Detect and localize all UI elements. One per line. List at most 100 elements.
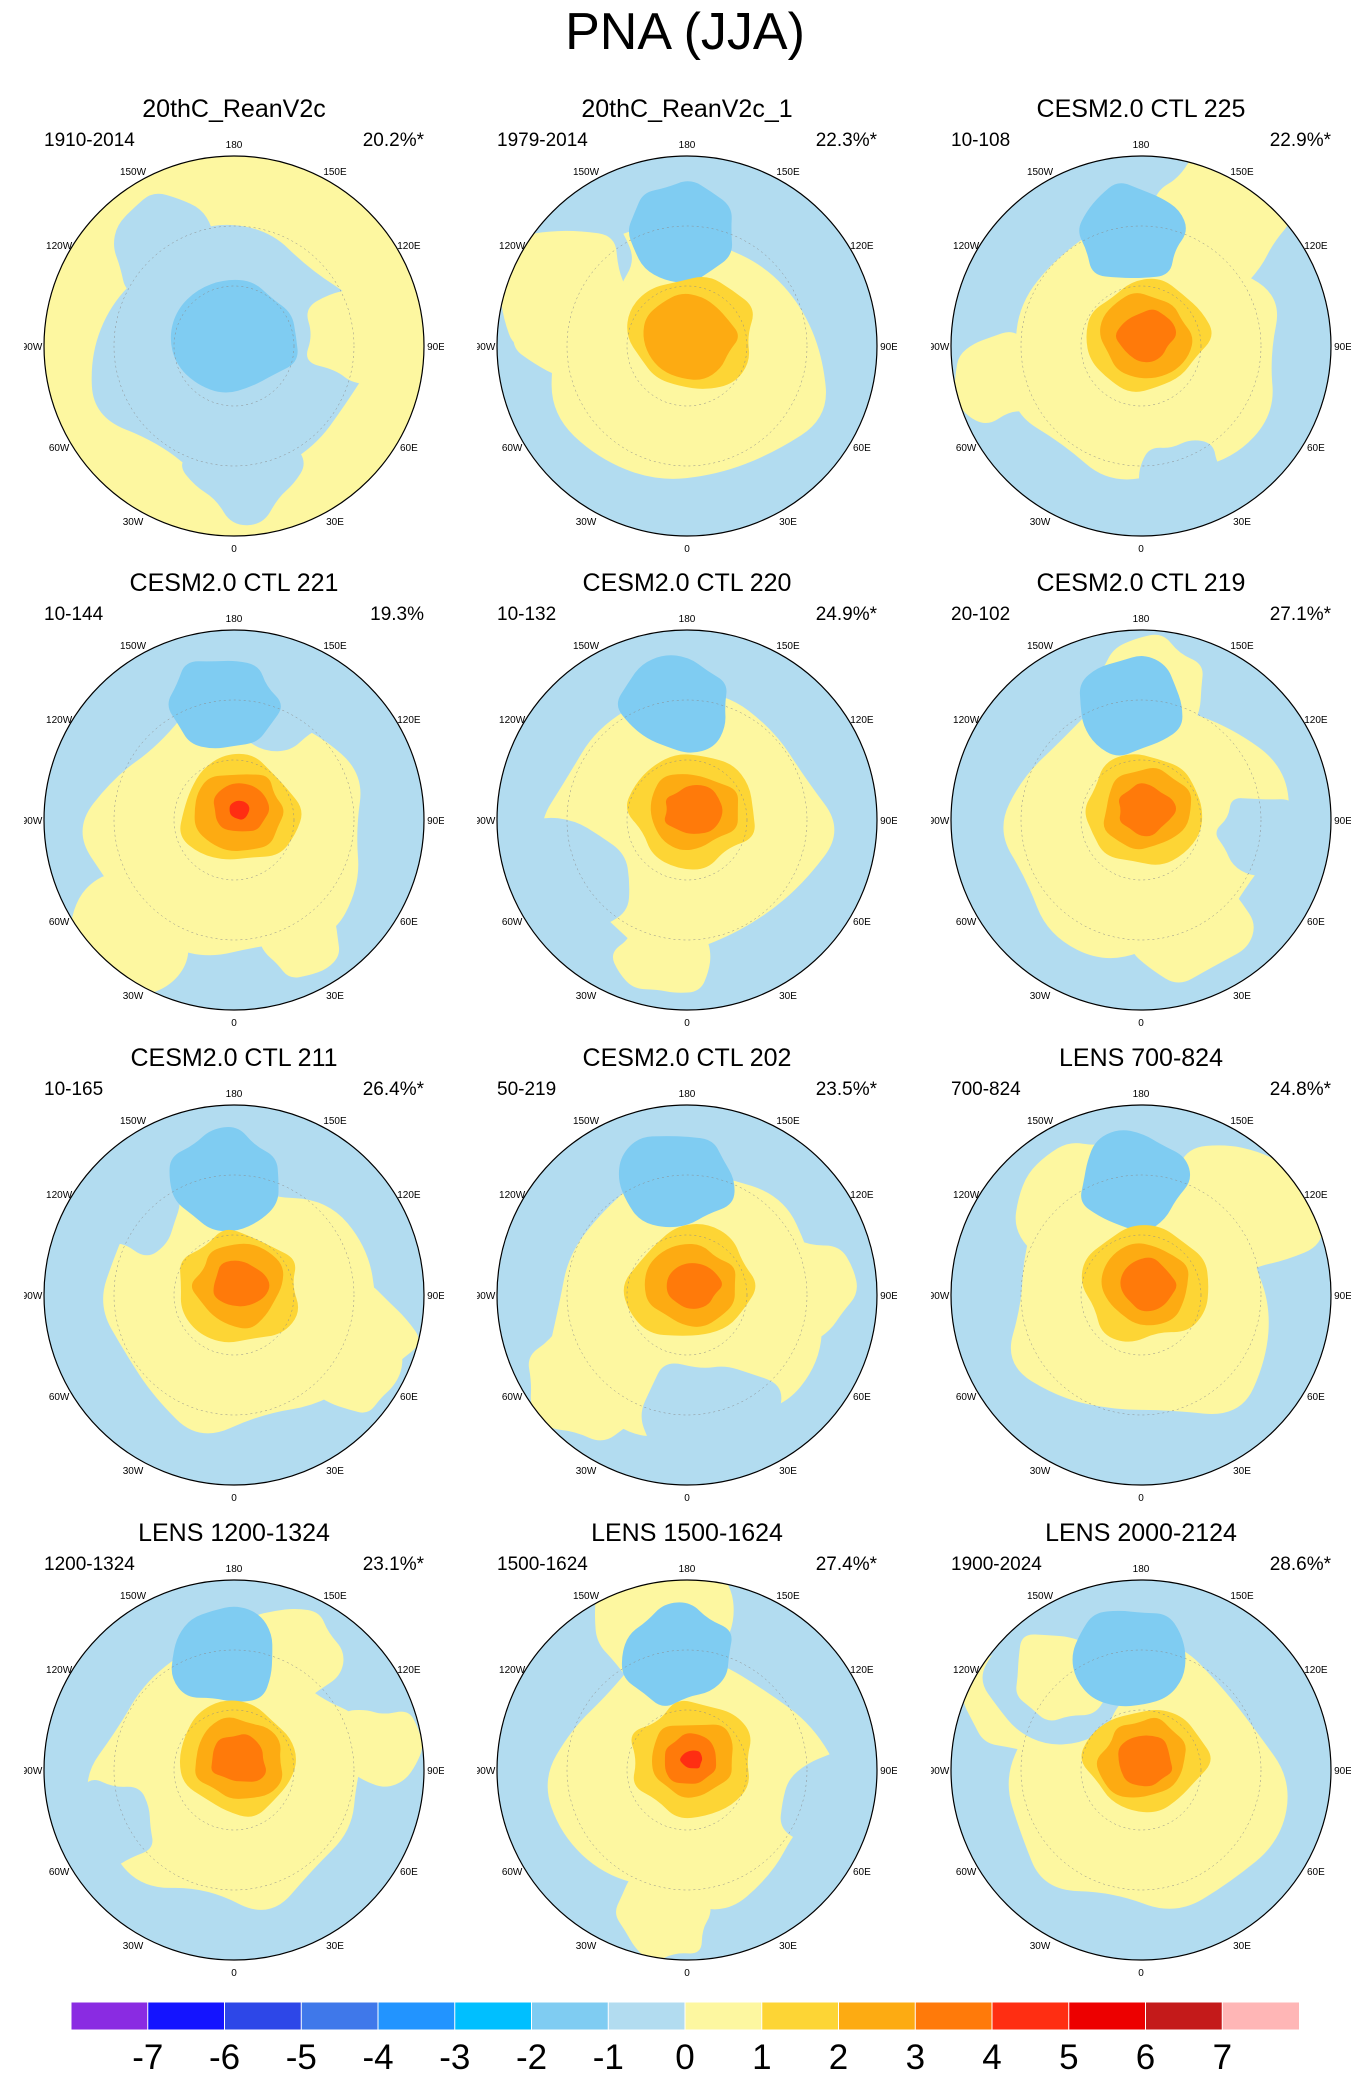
contour-patch [259,897,340,978]
contour-center [1120,1257,1177,1312]
longitude-label: 150W [573,167,600,178]
colorbar-label: 1 [752,2038,772,2077]
panel-title: LENS 1500-1624 [591,1519,783,1547]
colorbar-swatch [454,2002,533,2030]
panel-title: LENS 2000-2124 [1045,1519,1237,1547]
panel-period: 50-219 [497,1079,557,1100]
latitude-line [113,699,355,941]
longitude-label: 120E [397,241,421,252]
contour-lobe [1079,183,1186,279]
longitude-label: 30E [779,991,797,1002]
longitude-label: 120W [953,241,980,252]
longitude-label: 150W [573,1116,600,1127]
longitude-label: 30W [1030,517,1051,528]
contour-patch [616,1869,711,1960]
longitude-label: 150E [1230,1591,1254,1602]
colorbar-swatch [684,2002,763,2030]
colorbar-swatch [991,2002,1070,2030]
longitude-label: 60W [49,917,70,928]
longitude-label: 150E [323,167,347,178]
colorbar-swatch [377,2002,456,2030]
colorbar-swatch [607,2002,686,2030]
colorbar-swatch [914,2002,993,2030]
panel-variance: 27.1%* [1269,604,1331,625]
panel-title: LENS 700-824 [1058,1044,1223,1072]
latitude-line [113,225,355,467]
longitude-label: 120E [1304,715,1328,726]
colorbar-swatch [761,2002,840,2030]
latitude-line [173,759,295,881]
longitude-label: 180 [226,614,243,625]
longitude-label: 120W [46,1665,73,1676]
panel-period: 1500-1624 [497,1554,588,1575]
colorbar-swatch [300,2002,379,2030]
longitude-label: 90E [1334,342,1351,353]
longitude-label: 60W [956,1867,977,1878]
latitude-line [1080,759,1202,881]
colorbar-label: -2 [515,2038,548,2077]
longitude-label: 150E [776,167,800,178]
longitude-label: 0 [1138,1018,1144,1029]
polar-map: 180 150E 120E 90E 60E 30E 0 30W 60W 90W 120W 150W [24,614,444,1029]
longitude-label: 30W [123,1466,144,1477]
panel-variance: 20.2%* [362,130,424,151]
longitude-label: 30W [576,1941,597,1952]
longitude-label: 150E [323,1591,347,1602]
latitude-line [626,1709,748,1831]
colorbar-swatch [531,2002,610,2030]
polar-map: 180 150E 120E 90E 60E 30E 0 30W 60W 90W 120W 150W [24,140,444,555]
latitude-line [566,1649,808,1891]
longitude-label: 60W [502,1392,523,1403]
longitude-label: 90W [931,1766,950,1777]
longitude-label: 150W [120,641,147,652]
longitude-label: 150W [573,641,600,652]
longitude-label: 30E [1233,517,1251,528]
colorbar-label: 4 [982,2038,1002,2077]
map-panel: CESM2.0 CTL 202 50-219 23.5%* 180 150E 120E 90… [459,1043,915,1513]
contour-patch [954,332,1051,424]
contour-patch [182,408,304,526]
longitude-label: 150W [573,1591,600,1602]
longitude-label: 60E [1307,917,1325,928]
polar-map: 180 150E 120E 90E 60E 30E 0 30W 60W 90W 120W 150W [24,1089,444,1504]
panel-variance: 23.5%* [815,1079,877,1100]
colorbar-swatch [1145,2002,1224,2030]
colorbar-label: -3 [439,2038,471,2077]
latitude-line [1020,699,1262,941]
longitude-label: 120E [850,1190,874,1201]
longitude-label: 120W [499,1190,526,1201]
contour-patch [500,230,636,350]
latitude-line [566,225,808,467]
longitude-label: 90W [24,816,43,827]
contour-lobe [621,1602,732,1706]
colorbar-swatch [1221,2002,1299,2030]
contour-center [643,293,738,380]
panel-period: 10-165 [44,1079,104,1100]
latitude-line [566,699,808,941]
panel-title: 20thC_ReanV2c [142,95,326,123]
longitude-label: 60E [853,1867,871,1878]
longitude-label: 90W [931,1291,950,1302]
contour-patch [612,913,711,993]
map-boundary [43,155,425,537]
longitude-label: 90E [1334,816,1351,827]
longitude-label: 150E [323,641,347,652]
panel-variance: 26.4%* [362,1079,424,1100]
longitude-label: 60W [956,917,977,928]
map-panel: LENS 1200-1324 1200-1324 23.1%* 180 150E 120E… [6,1518,462,1988]
longitude-label: 150W [1027,1116,1054,1127]
longitude-label: 150E [776,641,800,652]
map-boundary [950,629,1332,1011]
contour-patch [1216,798,1310,876]
longitude-label: 60W [502,917,523,928]
panel-title: CESM2.0 CTL 219 [1036,569,1246,597]
contour-patch [1171,1145,1323,1278]
longitude-label: 180 [679,614,696,625]
longitude-label: 120E [397,1190,421,1201]
map-boundary [496,629,878,1011]
colorbar-label: 5 [1059,2038,1079,2077]
map-panel: CESM2.0 CTL 221 10-144 19.3% 180 150E 120E 90E… [6,568,462,1038]
contour-patch [1124,866,1254,983]
polar-map: 180 150E 120E 90E 60E 30E 0 30W 60W 90W 120W 150W [477,1564,897,1979]
longitude-label: 60E [1307,1392,1325,1403]
